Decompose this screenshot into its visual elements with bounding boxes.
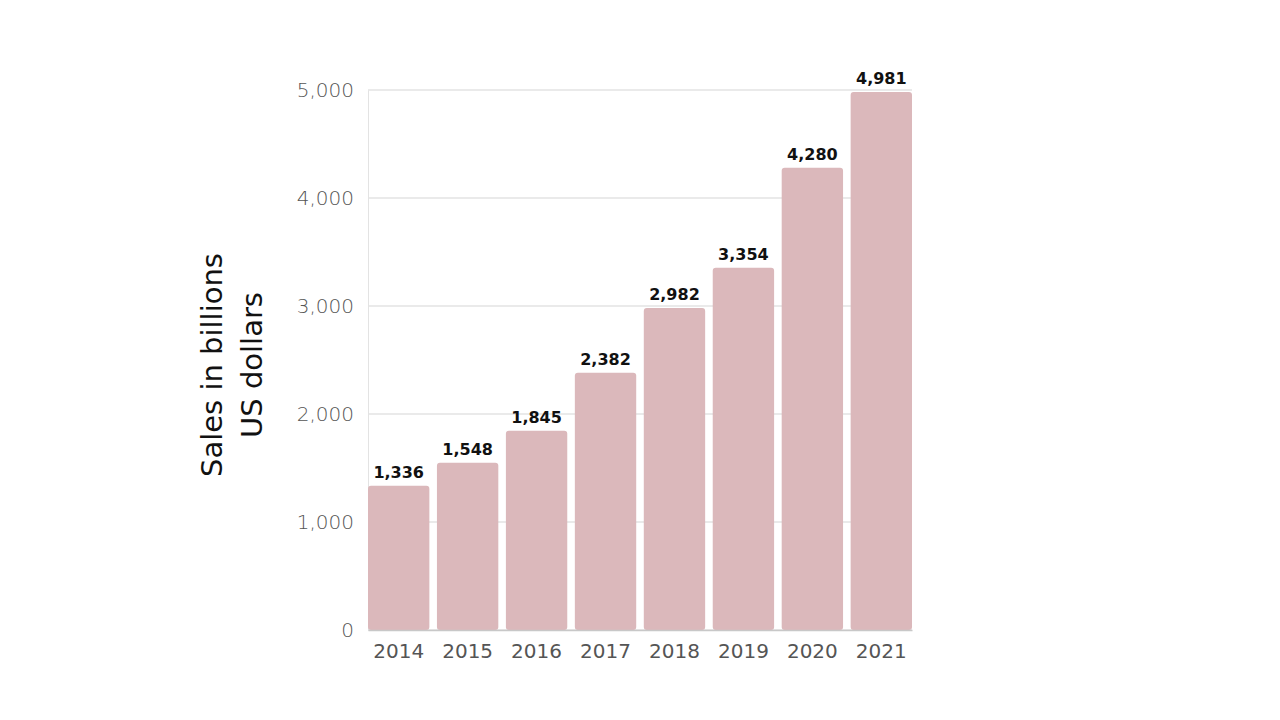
- grid-line: [368, 89, 912, 91]
- y-axis: 0 1,000 2,000 3,000 4,000 5,000: [297, 78, 369, 642]
- grid: [368, 90, 912, 630]
- bars: [368, 92, 912, 630]
- x-tick-label: 2021: [856, 639, 907, 663]
- y-axis-title-line: Sales in billions: [195, 253, 229, 477]
- x-axis: 2014 2015 2016 2017 2018 2019 2020 2021: [369, 630, 913, 663]
- x-tick: 2018: [649, 630, 700, 663]
- x-tick-label: 2020: [787, 639, 838, 663]
- data-label: 4,280: [787, 145, 838, 164]
- data-label: 1,548: [442, 440, 493, 459]
- y-tick-label: 4,000: [297, 186, 354, 210]
- x-axis-line: [369, 630, 913, 632]
- bar: [851, 92, 912, 630]
- y-tick: 0: [341, 618, 368, 642]
- bar: [782, 168, 843, 630]
- x-tick: 2021: [856, 630, 907, 663]
- y-axis-title-line: US dollars: [235, 292, 269, 438]
- x-tick-label: 2015: [442, 639, 493, 663]
- bar: [713, 268, 774, 630]
- chart: 01,0002,0003,0004,0005,00020142015201620…: [0, 0, 1280, 720]
- data-label: 2,982: [649, 285, 700, 304]
- data-label: 3,354: [718, 245, 769, 264]
- bar: [575, 373, 636, 630]
- x-tick: 2015: [442, 630, 493, 663]
- bar: [437, 463, 498, 630]
- data-labels: 1,336 1,548 1,845 2,382 2,982 3,354 4,280 4,981: [373, 69, 906, 482]
- y-tick: 3,000: [297, 294, 368, 318]
- x-tick: 2014: [373, 630, 424, 663]
- x-tick: 2017: [580, 630, 631, 663]
- y-tick: 1,000: [297, 510, 368, 534]
- y-axis-title: Sales in billionsUS dollars: [195, 253, 269, 477]
- y-tick-label: 5,000: [297, 78, 354, 102]
- x-tick-label: 2016: [511, 639, 562, 663]
- y-tick: 5,000: [297, 78, 368, 102]
- y-tick-label: 0: [341, 618, 354, 642]
- bar: [506, 431, 567, 630]
- data-label: 4,981: [856, 69, 907, 88]
- y-tick-label: 2,000: [297, 402, 354, 426]
- y-tick: 4,000: [297, 186, 368, 210]
- y-tick-label: 3,000: [297, 294, 354, 318]
- x-tick-label: 2019: [718, 639, 769, 663]
- x-tick-label: 2018: [649, 639, 700, 663]
- x-tick-label: 2014: [373, 639, 424, 663]
- data-label: 1,845: [511, 408, 562, 427]
- data-label: 1,336: [373, 463, 424, 482]
- y-tick: 2,000: [297, 402, 368, 426]
- x-tick-label: 2017: [580, 639, 631, 663]
- y-tick-label: 1,000: [297, 510, 354, 534]
- data-label: 2,382: [580, 350, 631, 369]
- x-tick: 2020: [787, 630, 838, 663]
- x-tick: 2016: [511, 630, 562, 663]
- x-tick: 2019: [718, 630, 769, 663]
- bar: [644, 308, 705, 630]
- bar: [368, 486, 429, 630]
